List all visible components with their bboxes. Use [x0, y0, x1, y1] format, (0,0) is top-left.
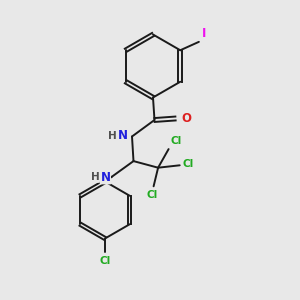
Text: O: O — [182, 112, 191, 125]
Text: N: N — [100, 171, 110, 184]
Text: N: N — [118, 129, 128, 142]
Text: I: I — [202, 27, 206, 40]
Text: Cl: Cl — [170, 136, 181, 146]
Text: Cl: Cl — [99, 256, 111, 266]
Text: Cl: Cl — [183, 159, 194, 169]
Text: H: H — [91, 172, 99, 182]
Text: H: H — [108, 131, 116, 141]
Text: Cl: Cl — [146, 190, 158, 200]
